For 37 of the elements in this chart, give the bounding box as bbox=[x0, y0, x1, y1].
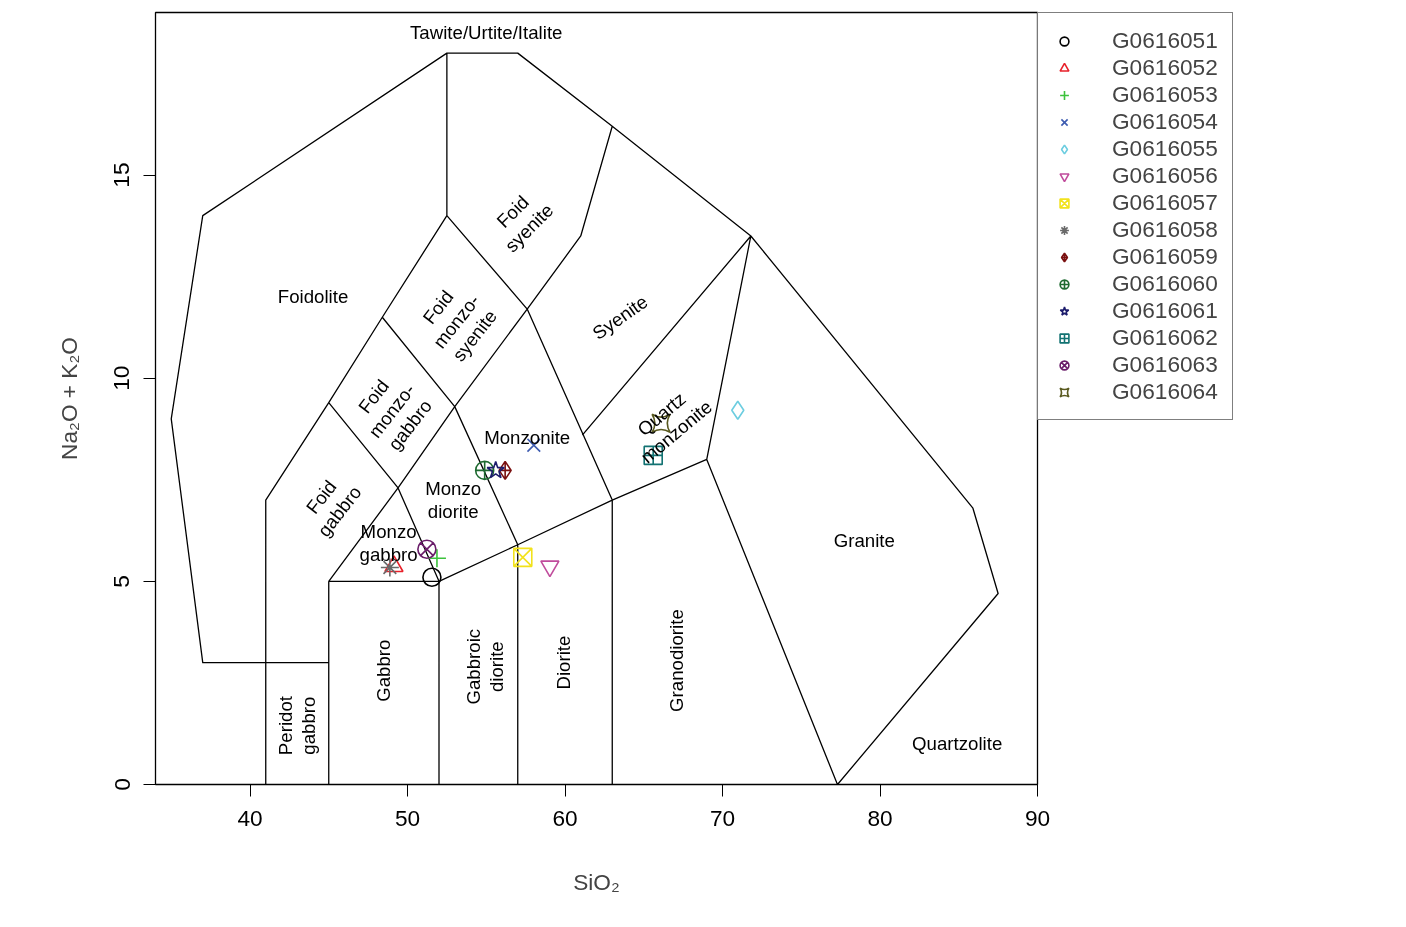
annotation: Quartzolite bbox=[912, 733, 1003, 755]
y-tick-label: 15 bbox=[108, 162, 135, 188]
x-tick-label: 80 bbox=[867, 804, 893, 831]
legend-label: G0616064 bbox=[1112, 378, 1218, 405]
legend-label: G0616058 bbox=[1112, 216, 1218, 243]
y-tick-label: 10 bbox=[108, 365, 135, 391]
legend-label: G0616054 bbox=[1112, 108, 1218, 135]
x-tick-label: 70 bbox=[709, 804, 736, 831]
legend-label: G0616053 bbox=[1112, 81, 1218, 108]
annotation: Granodiorite bbox=[666, 609, 688, 712]
x-tick-label: 60 bbox=[552, 804, 578, 831]
y-tick-label: 0 bbox=[108, 778, 135, 791]
legend-label: G0616051 bbox=[1112, 27, 1218, 54]
legend-label: G0616060 bbox=[1112, 270, 1218, 297]
legend-label: G0616062 bbox=[1112, 324, 1218, 351]
legend-label: G0616059 bbox=[1112, 243, 1218, 270]
annotation: Peridot gabbro bbox=[275, 695, 320, 756]
legend-label: G0616056 bbox=[1112, 162, 1218, 189]
x-tick-label: 90 bbox=[1024, 804, 1051, 831]
y-tick-label: 5 bbox=[108, 575, 135, 588]
x-tick-label: 40 bbox=[237, 804, 263, 831]
annotation: Diorite bbox=[552, 635, 574, 690]
legend-label: G0616063 bbox=[1112, 351, 1218, 378]
x-axis-title: SiO₂ bbox=[573, 868, 620, 895]
annotation: Granite bbox=[833, 530, 895, 552]
y-axis-title: Na₂O + K₂O bbox=[55, 337, 82, 460]
legend-label: G0616055 bbox=[1112, 135, 1218, 162]
annotation: Foidolite bbox=[277, 286, 349, 308]
annotation: Monzo diorite bbox=[425, 478, 482, 523]
annotation: Gabbroic diorite bbox=[462, 628, 507, 705]
legend-label: G0616061 bbox=[1112, 297, 1218, 324]
annotation: Tawite/Urtite/Italite bbox=[410, 22, 563, 44]
annotation: Monzonite bbox=[484, 426, 571, 448]
legend-label: G0616052 bbox=[1112, 54, 1218, 81]
annotation: Gabbro bbox=[373, 639, 395, 702]
legend-label: G0616057 bbox=[1112, 189, 1218, 216]
x-tick-label: 50 bbox=[394, 804, 421, 831]
